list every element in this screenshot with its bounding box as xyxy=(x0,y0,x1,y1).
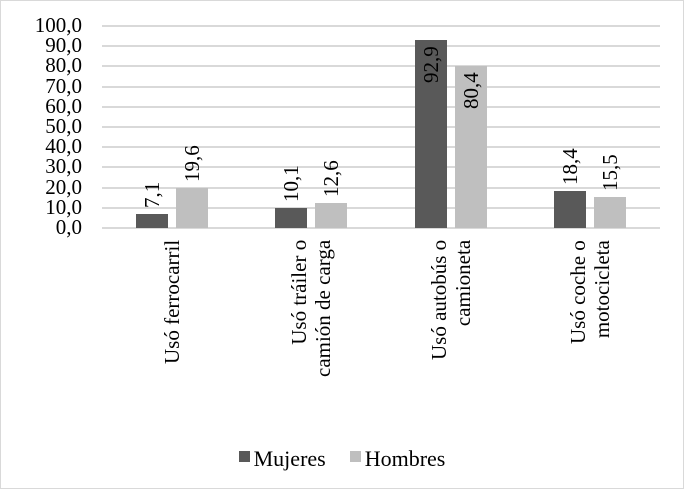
data-label: 10,1 xyxy=(279,164,304,202)
legend-label-mujeres: Mujeres xyxy=(253,446,326,471)
y-tick-label: 60,0 xyxy=(45,93,82,118)
bar-hombres xyxy=(315,202,348,228)
data-label: 12,6 xyxy=(319,159,344,197)
gridline xyxy=(102,105,660,108)
legend-item-mujeres: Mujeres xyxy=(238,446,326,472)
gridline xyxy=(102,25,660,27)
y-tick-label: 0,0 xyxy=(55,215,82,239)
bar-hombres xyxy=(594,196,627,228)
gridline xyxy=(102,45,660,48)
gridline xyxy=(102,126,660,128)
y-tick-label: 90,0 xyxy=(45,33,82,58)
gridline xyxy=(102,166,660,169)
hombres-swatch-icon xyxy=(349,450,361,462)
y-tick-label: 20,0 xyxy=(45,174,82,199)
x-category-label: Usó autobús o camioneta xyxy=(426,239,475,360)
data-label: 15,5 xyxy=(598,153,623,191)
gridline xyxy=(102,227,660,229)
bar-mujeres xyxy=(554,190,587,228)
legend-item-hombres: Hombres xyxy=(349,446,446,472)
legend: Mujeres Hombres xyxy=(0,446,684,472)
mujeres-swatch-icon xyxy=(238,450,250,462)
y-tick-label: 30,0 xyxy=(45,154,82,179)
y-tick-label: 70,0 xyxy=(45,73,82,98)
y-tick-label: 50,0 xyxy=(45,114,82,138)
y-tick-label: 10,0 xyxy=(45,194,82,219)
bar-hombres xyxy=(175,188,208,228)
data-label: 18,4 xyxy=(558,148,583,185)
y-tick-label: 100,0 xyxy=(34,13,82,37)
x-category-label: Usó tráiler o camión de carga xyxy=(287,239,336,377)
gridline xyxy=(102,85,660,88)
legend-label-hombres: Hombres xyxy=(364,446,446,471)
gridline xyxy=(102,186,660,189)
bar-mujeres xyxy=(275,207,308,228)
data-label: 19,6 xyxy=(179,145,204,183)
y-tick-label: 80,0 xyxy=(45,53,82,78)
data-label: 80,4 xyxy=(458,71,483,109)
gridline xyxy=(102,65,660,68)
bar-mujeres xyxy=(414,40,447,228)
bar-hombres xyxy=(454,65,487,228)
gridline xyxy=(102,206,660,209)
gridline xyxy=(102,146,660,149)
data-label: 7,1 xyxy=(139,181,164,208)
y-tick-label: 40,0 xyxy=(45,134,82,159)
data-label: 92,9 xyxy=(418,46,443,84)
bar-mujeres xyxy=(135,213,168,228)
x-category-label: Usó coche o motocicleta xyxy=(566,240,615,344)
x-category-label: Usó ferrocarril xyxy=(159,239,184,364)
